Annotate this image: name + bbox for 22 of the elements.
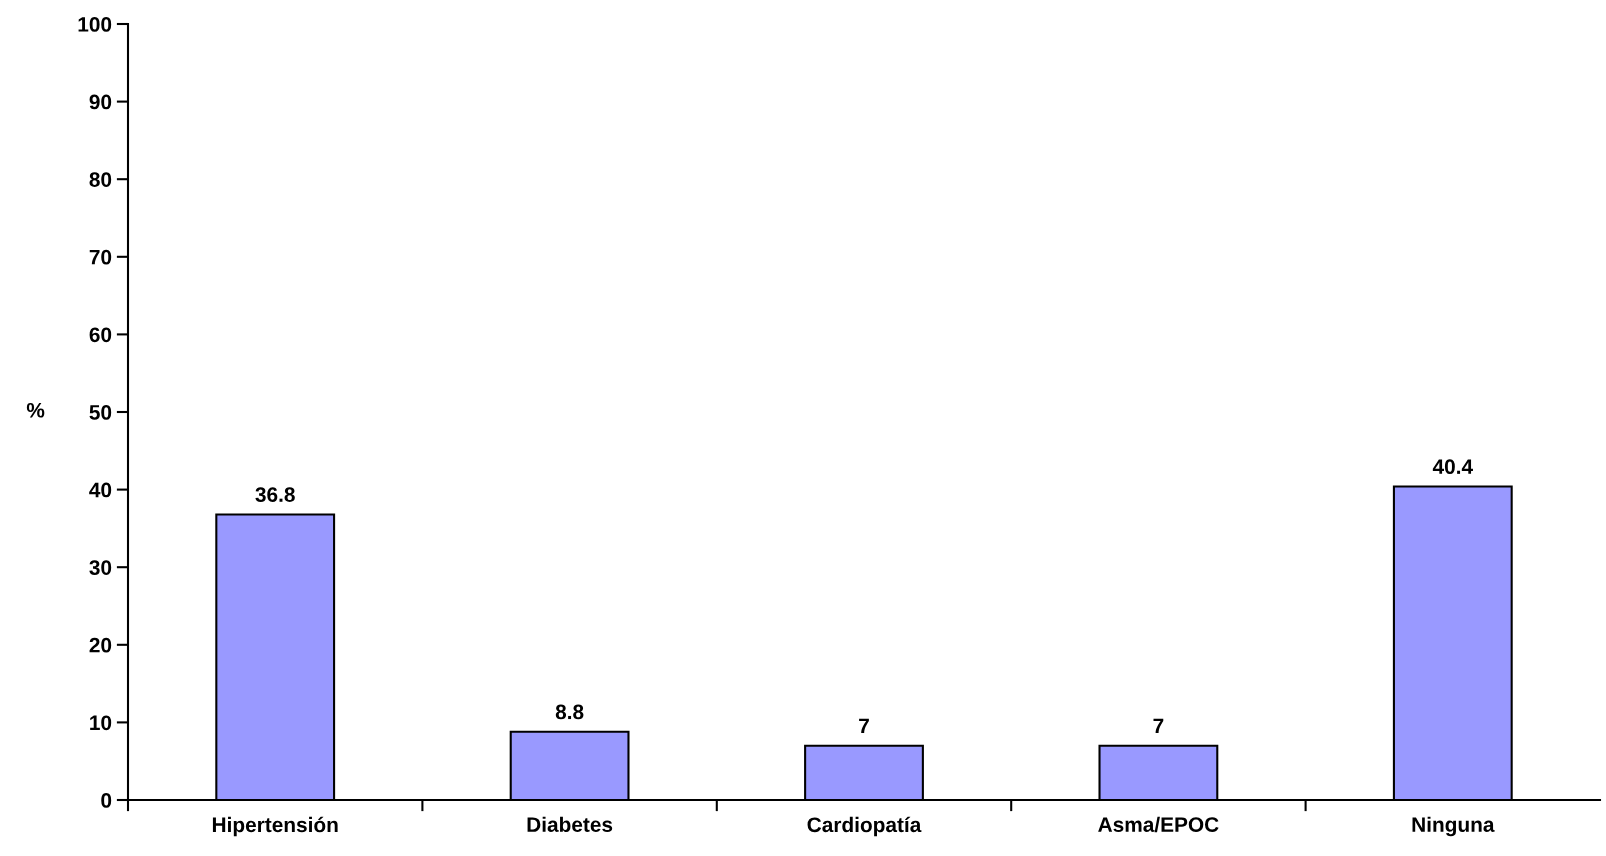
y-axis-title: % xyxy=(26,402,45,418)
y-tick-label: 40 xyxy=(89,482,112,498)
y-tick-label: 90 xyxy=(89,94,112,110)
data-label: 7 xyxy=(859,718,869,734)
data-label: 40.4 xyxy=(1432,459,1473,475)
y-tick-label: 60 xyxy=(89,327,112,343)
y-tick-label: 50 xyxy=(89,405,112,420)
y-tick-label: 70 xyxy=(89,249,112,265)
x-tick-label: Cardiopatía xyxy=(807,816,922,837)
x-tick-label: Ninguna xyxy=(1412,816,1495,837)
y-tick-label: 80 xyxy=(89,172,112,187)
y-tick-label: 10 xyxy=(90,715,112,731)
x-tick-label: Asma/EPOC xyxy=(1098,816,1219,833)
data-label: 36.8 xyxy=(255,487,295,503)
y-tick-label: 30 xyxy=(89,560,112,575)
y-tick-label: 20 xyxy=(89,637,112,653)
x-tick-label: Hipertensión xyxy=(212,816,338,837)
y-tick-label: 0 xyxy=(101,793,112,808)
data-label: 7 xyxy=(1153,718,1164,734)
x-tick-label: Diabetes xyxy=(527,816,613,832)
data-label: 8.8 xyxy=(555,704,584,720)
y-tick-label: 100 xyxy=(78,17,112,32)
